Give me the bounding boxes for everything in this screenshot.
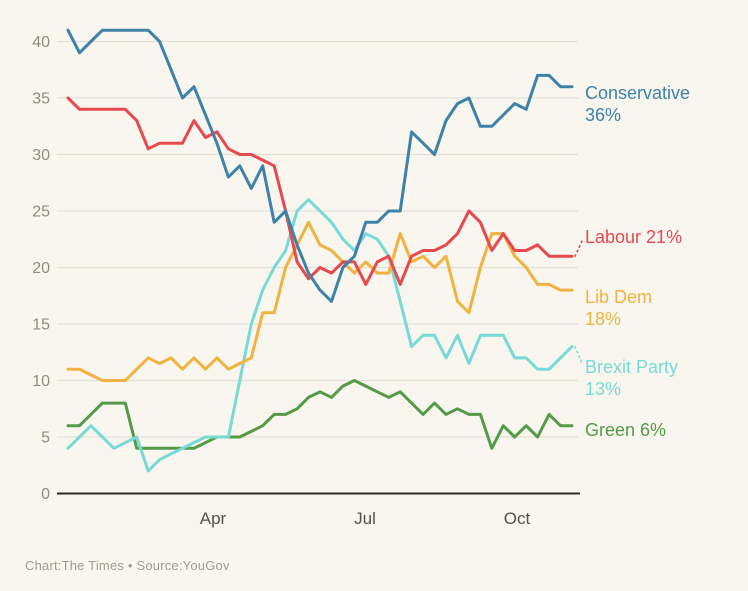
series-line-conservative bbox=[66, 28, 574, 303]
y-tick-label-0: 0 bbox=[41, 486, 50, 503]
label-connector-brexit-party bbox=[574, 345, 583, 364]
y-tick-label-5: 5 bbox=[41, 430, 50, 447]
y-tick-label-40: 40 bbox=[32, 34, 50, 51]
series-line-brexit-party bbox=[66, 198, 574, 473]
x-tick-label-jul: Jul bbox=[354, 509, 376, 528]
series-label-lib-dem: Lib Dem 18% bbox=[585, 287, 652, 329]
series-line-labour bbox=[66, 96, 574, 286]
y-tick-label-35: 35 bbox=[32, 91, 50, 108]
x-tick-label-oct: Oct bbox=[504, 509, 531, 528]
series-label-conservative: Conservative 36% bbox=[585, 83, 690, 125]
series-label-labour: Labour 21% bbox=[585, 227, 682, 247]
series-label-green: Green 6% bbox=[585, 420, 666, 440]
y-tick-label-20: 20 bbox=[32, 260, 50, 277]
series-line-green bbox=[66, 379, 574, 450]
y-tick-label-30: 30 bbox=[32, 147, 50, 164]
label-connector-labour bbox=[574, 240, 583, 258]
y-tick-label-10: 10 bbox=[32, 373, 50, 390]
y-tick-label-25: 25 bbox=[32, 204, 50, 221]
series-label-brexit-party: Brexit Party 13% bbox=[585, 357, 678, 399]
x-tick-label-apr: Apr bbox=[200, 509, 227, 528]
chart-credit: Chart:The Times • Source:YouGov bbox=[25, 558, 230, 573]
y-tick-label-15: 15 bbox=[32, 317, 50, 334]
